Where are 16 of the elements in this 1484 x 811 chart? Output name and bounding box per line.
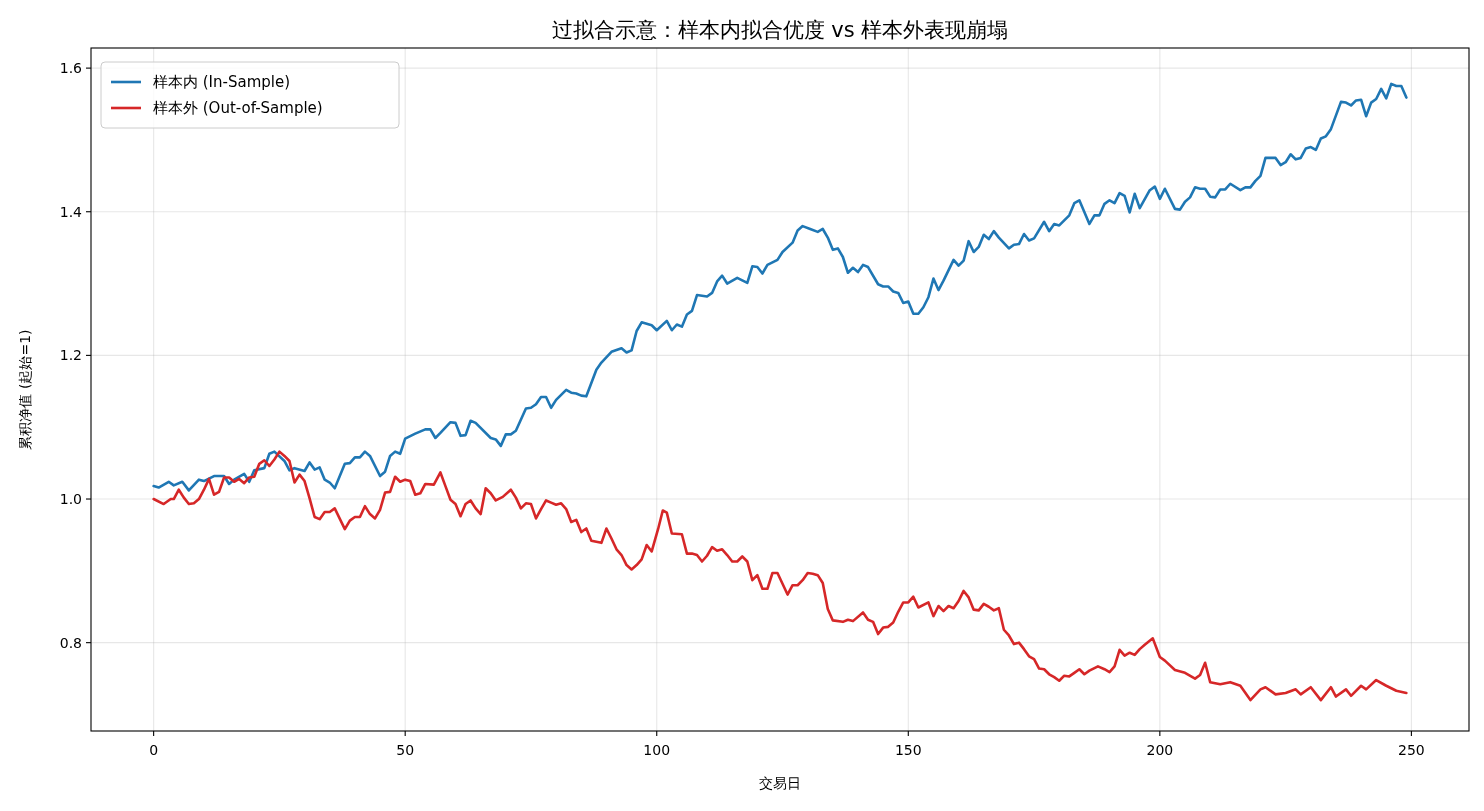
x-tick-label: 200 (1146, 742, 1174, 758)
legend-label: 样本内 (In-Sample) (153, 73, 291, 91)
y-tick-label: 1.2 (59, 347, 82, 364)
x-tick-label: 50 (396, 742, 415, 758)
y-tick-label: 1.0 (59, 491, 82, 508)
x-tick-label: 100 (643, 742, 671, 758)
legend-label: 样本外 (Out-of-Sample) (153, 99, 323, 117)
x-tick-label: 0 (149, 742, 159, 758)
y-tick-label: 1.4 (59, 203, 83, 220)
x-tick-label: 150 (894, 742, 922, 758)
chart-title: 过拟合示意：样本内拟合优度 vs 样本外表现崩塌 (551, 18, 1009, 42)
x-axis-title: 交易日 (759, 775, 801, 791)
y-axis-title: 累积净值 (起始=1) (17, 329, 33, 450)
x-tick-label: 250 (1398, 742, 1425, 758)
y-tick-label: 1.6 (59, 60, 83, 77)
y-tick-label: 0.8 (59, 634, 82, 651)
